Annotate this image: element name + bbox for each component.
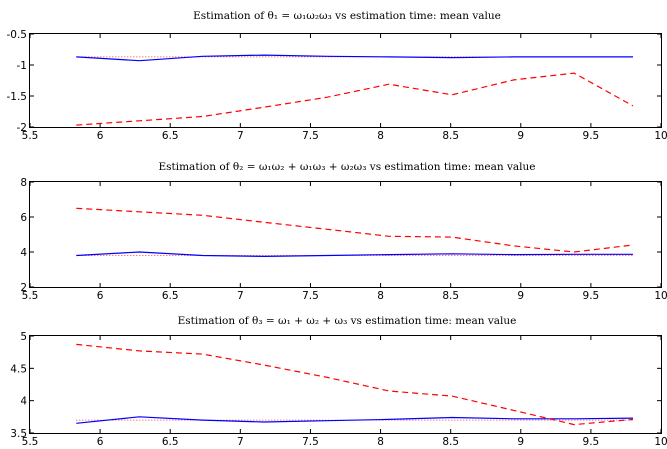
series-line-dashed <box>76 343 634 426</box>
y-tick-label: -2 <box>17 122 27 134</box>
y-tick-label: 4 <box>20 396 27 408</box>
x-tick-label: 7.5 <box>302 130 319 142</box>
series-line-solid <box>76 416 634 424</box>
chart-title-3: Estimation of θ₃ = ω₁ + ω₂ + ω₃ vs estim… <box>178 315 517 327</box>
chart-title-2: Estimation of θ₂ = ω₁ω₂ + ω₁ω₃ + ω₂ω₃ vs… <box>158 161 535 173</box>
x-tick-label: 7.5 <box>302 436 319 448</box>
plot-frame-1 <box>29 33 662 128</box>
y-tick-label: 5 <box>20 331 27 343</box>
x-tick-label: 7 <box>237 130 244 142</box>
series-line-solid <box>76 251 633 258</box>
x-tick-label: 8.5 <box>442 436 459 448</box>
series-line-dashed <box>76 207 634 253</box>
y-tick-label: 3.5 <box>10 428 27 440</box>
plot-frame-2 <box>29 181 662 288</box>
x-tick-label: 7.5 <box>302 290 319 302</box>
x-tick-label: 9 <box>517 290 524 302</box>
x-tick-label: 9 <box>517 436 524 448</box>
x-tick-label: 9 <box>517 130 524 142</box>
x-tick-label: 6.5 <box>162 290 179 302</box>
chart-panel-2: Estimation of θ₂ = ω₁ω₂ + ω₁ω₃ + ω₂ω₃ vs… <box>20 161 667 302</box>
series-line-solid <box>76 54 633 62</box>
x-tick-label: 5.5 <box>22 436 39 448</box>
x-tick-label: 7 <box>237 436 244 448</box>
x-tick-label: 5.5 <box>22 130 39 142</box>
x-tick-label: 8 <box>377 130 384 142</box>
x-tick-label: 9.5 <box>583 290 600 302</box>
x-tick-label: 6 <box>97 290 104 302</box>
x-tick-label: 10 <box>654 436 667 448</box>
chart-title-1: Estimation of θ₁ = ω₁ω₂ω₃ vs estimation … <box>193 10 501 22</box>
x-tick-label: 6.5 <box>162 130 179 142</box>
y-tick-label: 2 <box>20 282 27 294</box>
x-tick-label: 10 <box>654 290 667 302</box>
y-tick-label: 4 <box>20 247 27 259</box>
x-tick-label: 8 <box>377 436 384 448</box>
x-tick-label: 6.5 <box>162 436 179 448</box>
x-tick-label: 9.5 <box>583 130 600 142</box>
panel-2-marks: 5.5 6 6.5 7 7.5 8 8.5 9 9.5 10 2 4 6 8 <box>20 177 667 302</box>
y-tick-label: 4.5 <box>10 363 27 375</box>
x-tick-label: 6 <box>97 130 104 142</box>
x-tick-label: 5.5 <box>22 290 39 302</box>
chart-panel-3: Estimation of θ₃ = ω₁ + ω₂ + ω₃ vs estim… <box>10 315 667 448</box>
y-tick-label: -0.5 <box>7 29 28 41</box>
x-tick-label: 8.5 <box>442 130 459 142</box>
x-tick-label: 7 <box>237 290 244 302</box>
panel-1-marks: 5.5 6 6.5 7 7.5 8 8.5 9 9.5 10 -2 -1.5 -1 -0.5 <box>7 29 667 142</box>
y-tick-label: -1 <box>17 60 27 72</box>
x-tick-label: 8 <box>377 290 384 302</box>
series-line-dashed <box>76 72 634 126</box>
y-tick-label: 6 <box>20 212 27 224</box>
chart-panel-1: Estimation of θ₁ = ω₁ω₂ω₃ vs estimation … <box>7 10 667 142</box>
x-tick-label: 10 <box>654 130 667 142</box>
x-tick-label: 9.5 <box>583 436 600 448</box>
y-tick-label: 8 <box>20 177 27 189</box>
panel-3-marks: 5.5 6 6.5 7 7.5 8 8.5 9 9.5 10 3.5 4 4.5 5 <box>10 331 667 448</box>
x-tick-label: 6 <box>97 436 104 448</box>
x-tick-label: 8.5 <box>442 290 459 302</box>
y-tick-label: -1.5 <box>7 91 28 103</box>
